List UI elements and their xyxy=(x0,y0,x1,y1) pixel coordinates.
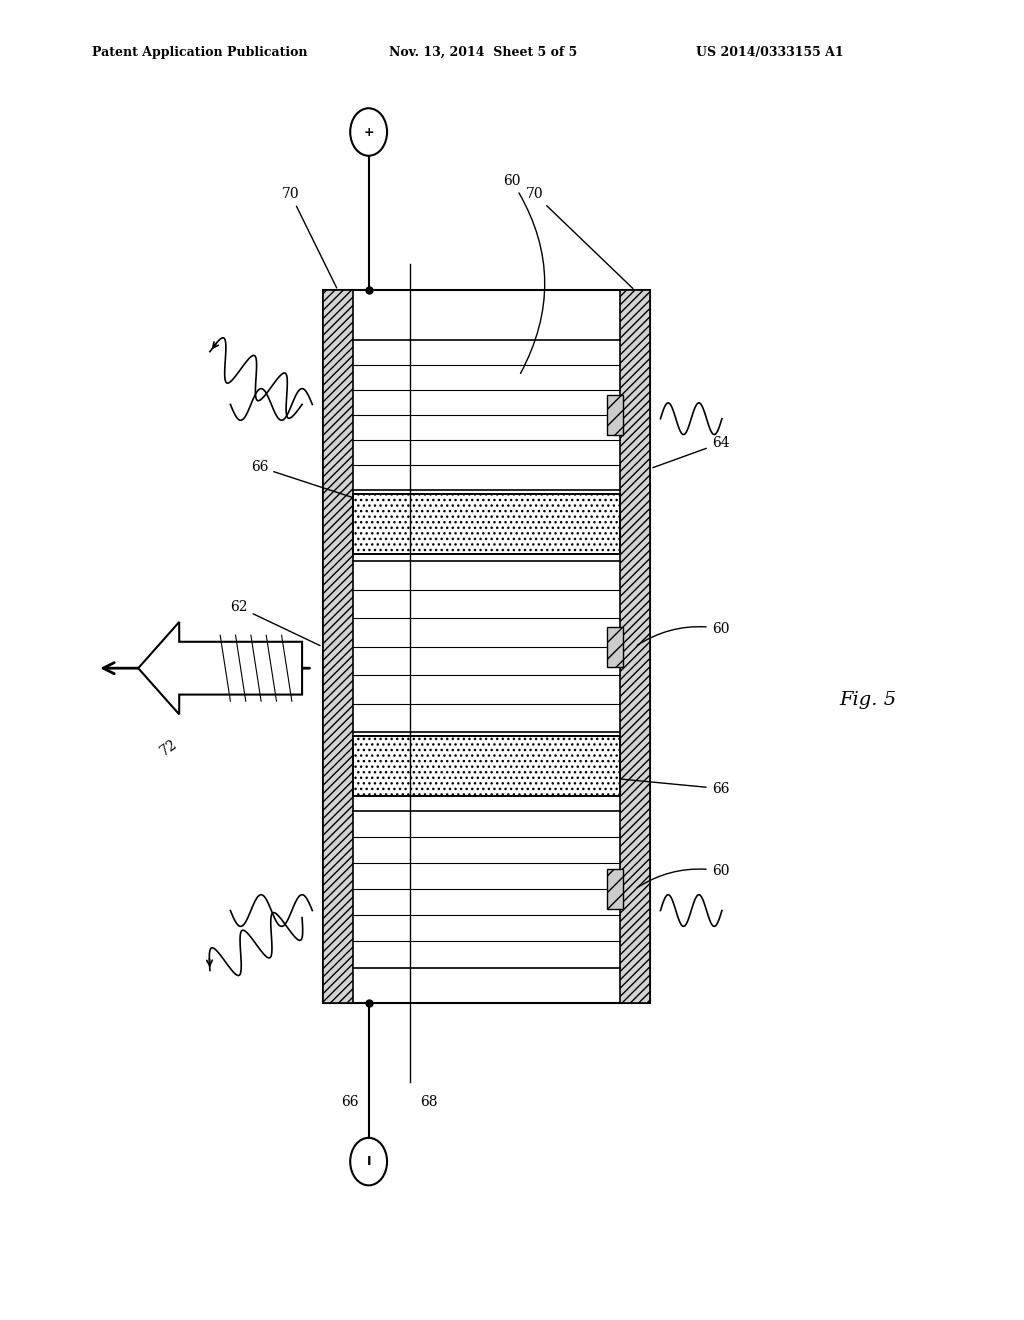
Bar xyxy=(323,290,353,1003)
Circle shape xyxy=(350,108,387,156)
Text: US 2014/0333155 A1: US 2014/0333155 A1 xyxy=(696,46,844,59)
Text: +: + xyxy=(364,125,374,139)
Text: 66: 66 xyxy=(489,767,729,796)
Text: I: I xyxy=(367,1155,371,1168)
Text: 60: 60 xyxy=(637,622,729,645)
Circle shape xyxy=(350,1138,387,1185)
Text: 60: 60 xyxy=(503,174,545,374)
Text: Fig. 5: Fig. 5 xyxy=(840,690,897,709)
Bar xyxy=(607,870,623,909)
Bar xyxy=(620,290,650,1003)
Bar xyxy=(353,494,620,554)
Bar xyxy=(607,627,623,667)
Text: 64: 64 xyxy=(653,436,729,467)
Text: Nov. 13, 2014  Sheet 5 of 5: Nov. 13, 2014 Sheet 5 of 5 xyxy=(389,46,578,59)
Text: Patent Application Publication: Patent Application Publication xyxy=(92,46,307,59)
Text: 60: 60 xyxy=(637,863,729,887)
Bar xyxy=(323,290,650,1003)
Bar xyxy=(607,396,623,436)
Bar xyxy=(353,737,620,796)
FancyArrow shape xyxy=(138,622,302,714)
Text: 66: 66 xyxy=(341,1096,358,1109)
Text: 66: 66 xyxy=(251,461,430,523)
Text: 68: 68 xyxy=(420,1096,437,1109)
Text: 72: 72 xyxy=(158,737,180,758)
Bar xyxy=(353,737,620,796)
Text: 70: 70 xyxy=(282,187,337,288)
Bar xyxy=(353,494,620,554)
Text: 70: 70 xyxy=(525,187,633,289)
Text: 62: 62 xyxy=(230,601,321,645)
